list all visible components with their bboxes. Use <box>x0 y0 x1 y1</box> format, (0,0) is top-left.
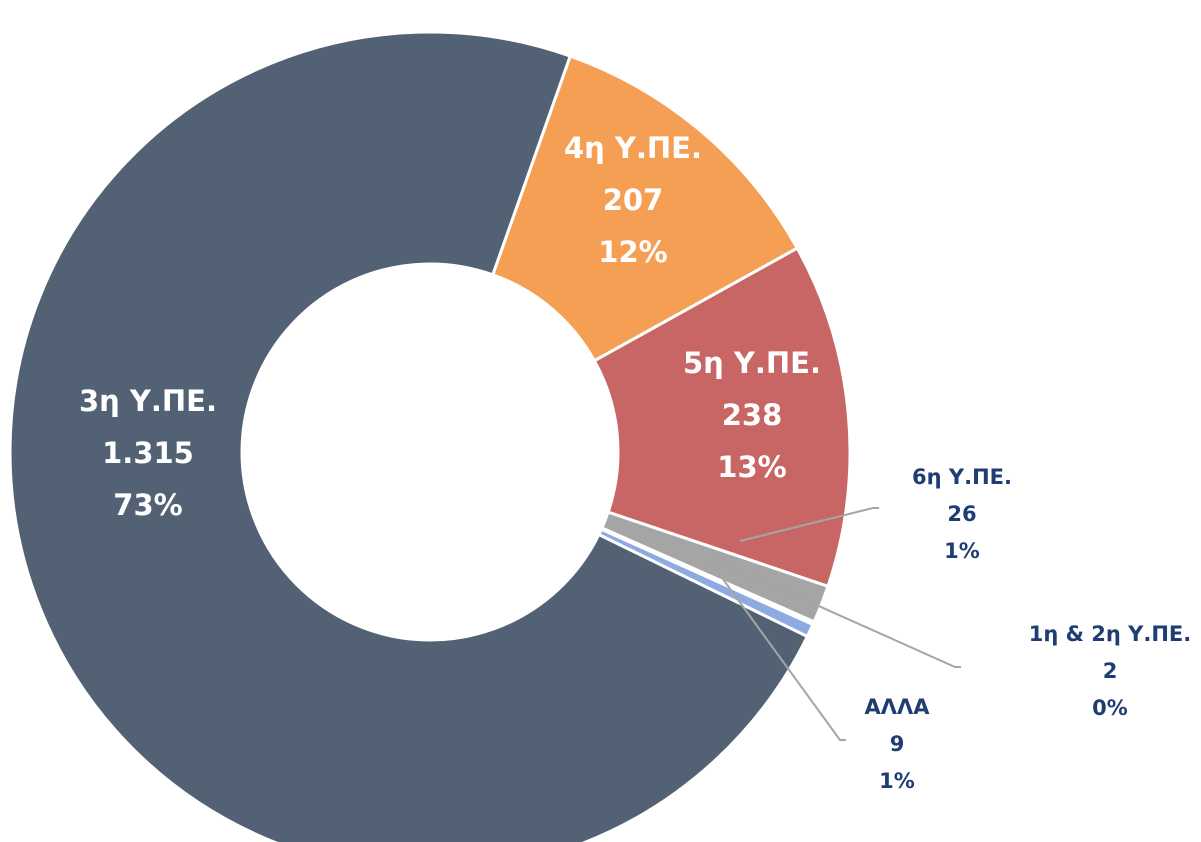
slice-label: ΑΛΛΑ <box>864 695 930 719</box>
value-label: 238 <box>722 398 783 432</box>
leader-line <box>715 559 961 668</box>
slice <box>8 30 810 842</box>
slice <box>592 246 852 589</box>
leader-line <box>711 563 846 741</box>
value-label: 2 <box>1103 659 1118 683</box>
value-label: 9 <box>890 732 905 756</box>
slice-label: 4η Υ.ΠΕ. <box>564 131 702 165</box>
slice-label: 6η Υ.ΠΕ. <box>912 465 1012 489</box>
slice-label: 5η Υ.ΠΕ. <box>683 346 821 380</box>
value-label: 26 <box>947 502 976 526</box>
percent-label: 0% <box>1092 696 1128 720</box>
value-label: 1.315 <box>102 436 194 470</box>
percent-label: 73% <box>113 488 182 522</box>
leader-line <box>739 507 879 542</box>
percent-label: 1% <box>944 539 980 563</box>
slice-label: 1η & 2η Υ.ΠΕ. <box>1029 622 1191 646</box>
value-label: 207 <box>603 183 664 217</box>
percent-label: 13% <box>717 450 786 484</box>
slice <box>490 54 800 363</box>
percent-label: 1% <box>879 769 915 793</box>
percent-label: 12% <box>598 235 667 269</box>
slice-label: 3η Υ.ΠΕ. <box>79 384 217 418</box>
